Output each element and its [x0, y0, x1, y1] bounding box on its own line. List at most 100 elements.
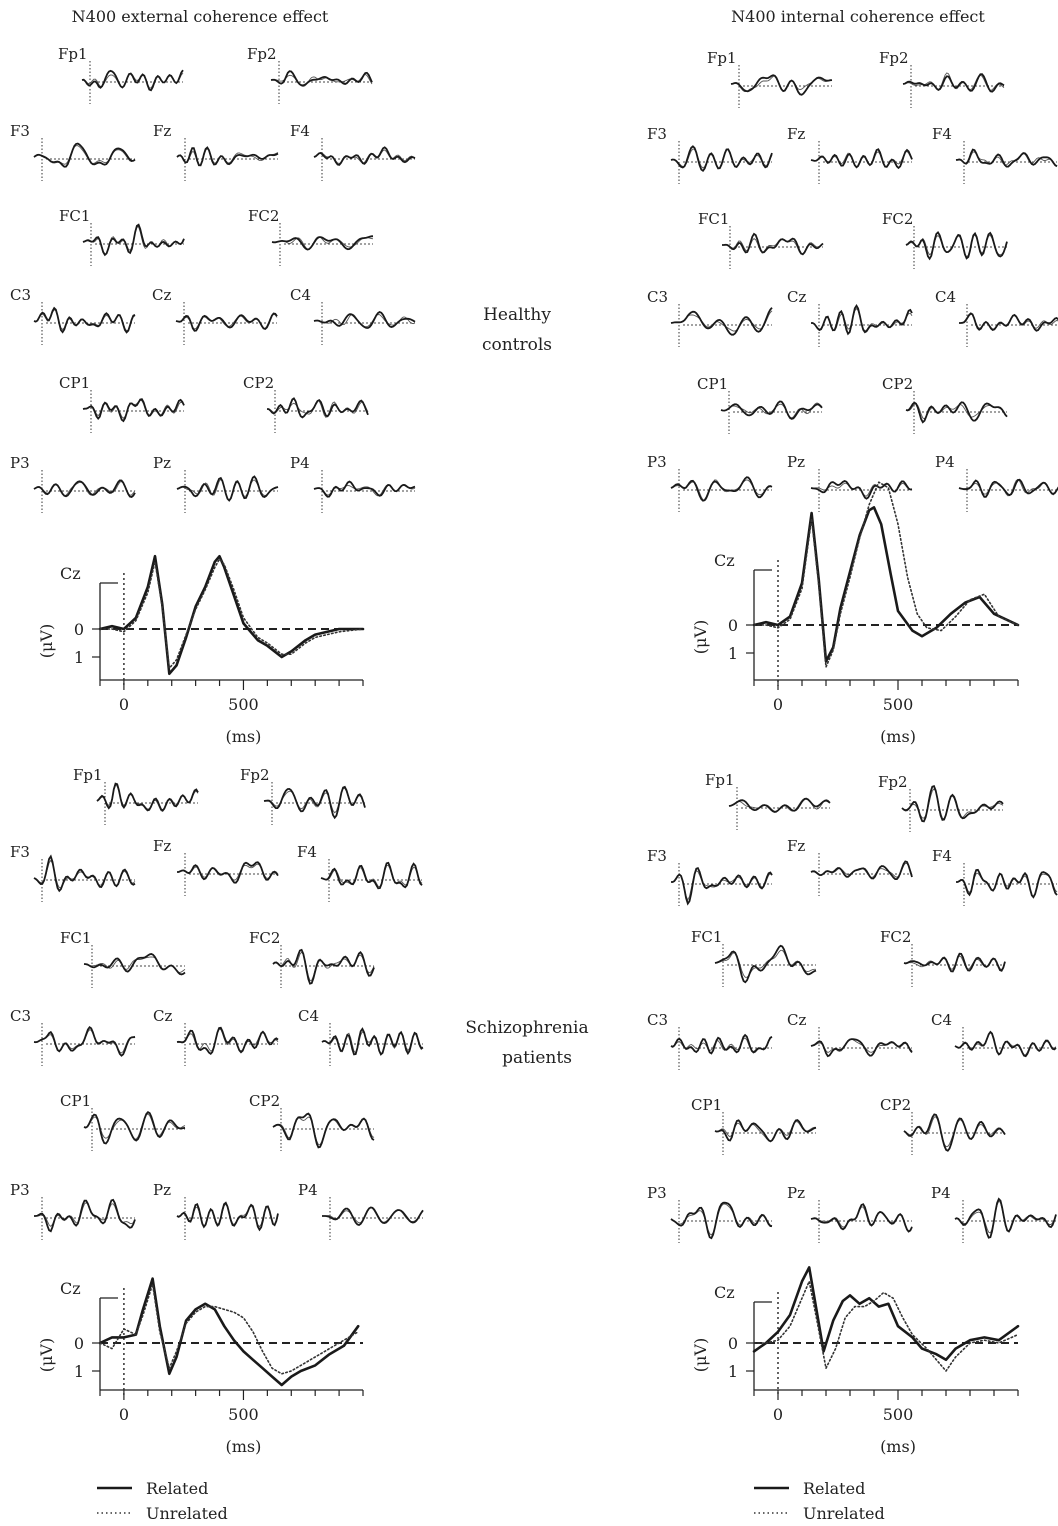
- electrode-label: F4: [297, 843, 317, 861]
- electrode-label: CP1: [59, 374, 90, 392]
- electrode-panel-external-healthy-pz: Pz: [153, 454, 279, 513]
- electrode-wave-related: [320, 861, 423, 890]
- group-label-healthy-line1: Healthy: [483, 305, 551, 325]
- cz-panel-internal-healthy-Cz: 0 1 0 500 Cz (μV) (ms): [691, 481, 1020, 746]
- electrode-label: Fz: [153, 837, 171, 855]
- electrode-wave-related: [33, 306, 136, 334]
- electrode-panel-internal-patients-cp2: CP2: [880, 1096, 1006, 1155]
- electrode-panel-internal-patients-p3: P3: [647, 1184, 773, 1243]
- electrode-wave-related: [810, 480, 913, 500]
- electrode-label: C4: [290, 286, 311, 304]
- electrode-label: FC1: [60, 929, 91, 947]
- electrode-panel-internal-healthy-cz: Cz: [787, 288, 913, 347]
- electrode-wave-related: [81, 69, 184, 92]
- electrode-panel-internal-healthy-f4: F4: [932, 125, 1058, 184]
- electrode-wave-related: [176, 1201, 279, 1232]
- electrode-wave-related: [263, 785, 366, 820]
- electrode-label: F3: [10, 122, 30, 140]
- series-line-unrelated: [753, 481, 1019, 668]
- electrode-panel-external-healthy-f4: F4: [290, 122, 416, 181]
- electrode-panel-external-patients-c4: C4: [298, 1007, 424, 1066]
- electrode-label: Cz: [787, 1011, 806, 1029]
- electrode-wave-related: [313, 146, 416, 166]
- electrode-panel-external-patients-fc2: FC2: [249, 929, 375, 988]
- electrode-label: P4: [290, 454, 310, 472]
- electrode-panel-internal-healthy-fp1: Fp1: [707, 49, 833, 108]
- electrode-wave-related: [670, 1201, 773, 1240]
- electrode-panel-internal-patients-fc1: FC1: [691, 928, 817, 987]
- electrode-panel-internal-patients-fp1: Fp1: [705, 771, 831, 830]
- electrode-label: F4: [932, 847, 952, 865]
- electrode-label: P3: [10, 454, 30, 472]
- electrode-wave-related: [34, 1198, 136, 1233]
- electrode-panel-internal-healthy-p4: P4: [935, 453, 1058, 512]
- electrode-label: FC1: [691, 928, 722, 946]
- series-line-related: [98, 554, 365, 676]
- electrode-wave-unrelated: [82, 399, 185, 419]
- electrode-wave-related: [83, 1110, 186, 1145]
- electrode-panel-external-patients-fp1: Fp1: [73, 766, 199, 825]
- electrode-wave-related: [272, 1112, 375, 1149]
- legend-internal: Related Unrelated: [754, 1479, 885, 1523]
- electrode-wave-related: [670, 1033, 773, 1055]
- electrode-wave-related: [175, 312, 278, 332]
- electrode-panel-internal-patients-cp1: CP1: [691, 1096, 817, 1155]
- electrode-panel-internal-patients-f3: F3: [647, 847, 773, 906]
- electrode-label: C3: [647, 1011, 668, 1029]
- series-line-related: [752, 506, 1020, 663]
- electrode-wave-unrelated: [954, 1031, 1057, 1056]
- electrode-panel-internal-patients-fp2: Fp2: [878, 773, 1004, 832]
- electrode-wave-related: [176, 475, 279, 502]
- legend-related-label: Related: [803, 1479, 865, 1498]
- electrode-wave-unrelated: [266, 400, 369, 419]
- electrode-label: P4: [298, 1181, 318, 1199]
- electrode-label: Fz: [787, 125, 805, 143]
- panel-title: Cz: [60, 564, 81, 583]
- electrode-wave-related: [321, 1027, 424, 1056]
- electrode-panels: Fp1 Fp2 F3 Fz F4 FC1 FC2 C3 Cz C4 CP1 CP2 P3 Pz P4 Fp1 F…: [10, 45, 1058, 1243]
- electrode-label: Fp1: [707, 49, 737, 67]
- electrode-label: Pz: [153, 454, 171, 472]
- electrode-label: Fp2: [878, 773, 908, 791]
- electrode-wave-related: [903, 1113, 1006, 1152]
- group-label-patients-line1: Schizophrenia: [465, 1018, 588, 1038]
- electrode-label: C4: [935, 288, 956, 306]
- electrode-label: FC2: [880, 928, 911, 946]
- electrode-panel-internal-healthy-c3: C3: [647, 288, 773, 347]
- electrode-panel-external-patients-cz: Cz: [153, 1007, 279, 1066]
- electrode-wave-related: [810, 860, 913, 880]
- electrode-panel-external-patients-cp2: CP2: [249, 1092, 375, 1151]
- electrode-label: F3: [647, 847, 667, 865]
- electrode-wave-related: [955, 148, 1058, 168]
- x-axis-label: (ms): [880, 1437, 916, 1456]
- electrode-label: Cz: [153, 1007, 172, 1025]
- electrode-label: Pz: [787, 453, 805, 471]
- electrode-panel-internal-healthy-cp2: CP2: [882, 375, 1008, 434]
- electrode-label: C3: [10, 1007, 31, 1025]
- electrode-panel-external-patients-c3: C3: [10, 1007, 136, 1066]
- electrode-panel-external-patients-cp1: CP1: [60, 1092, 186, 1151]
- electrode-panel-internal-patients-p4: P4: [931, 1184, 1057, 1243]
- electrode-label: P3: [647, 1184, 667, 1202]
- x-axis-label: (ms): [226, 1437, 262, 1456]
- electrode-wave-related: [810, 1038, 913, 1058]
- electrode-wave-related: [670, 476, 773, 502]
- electrode-wave-related: [959, 312, 1058, 332]
- y-tick-label: 1: [74, 1362, 84, 1381]
- series-line-unrelated: [753, 1280, 1019, 1372]
- group-label-healthy-line2: controls: [482, 335, 552, 355]
- electrode-label: CP2: [882, 375, 913, 393]
- electrode-label: C3: [10, 286, 31, 304]
- electrode-wave-unrelated: [810, 862, 913, 878]
- electrode-label: C4: [931, 1011, 952, 1029]
- legend-unrelated-label: Unrelated: [146, 1504, 228, 1523]
- y-axis-label: (μV): [37, 624, 56, 658]
- x-tick-label: 500: [883, 1405, 914, 1424]
- column-title-external: N400 external coherence effect: [72, 7, 329, 26]
- electrode-wave-related: [714, 1119, 817, 1143]
- electrode-label: F3: [10, 843, 30, 861]
- electrode-wave-related: [177, 861, 279, 884]
- electrode-label: FC2: [882, 210, 913, 228]
- series-line-unrelated: [99, 558, 364, 669]
